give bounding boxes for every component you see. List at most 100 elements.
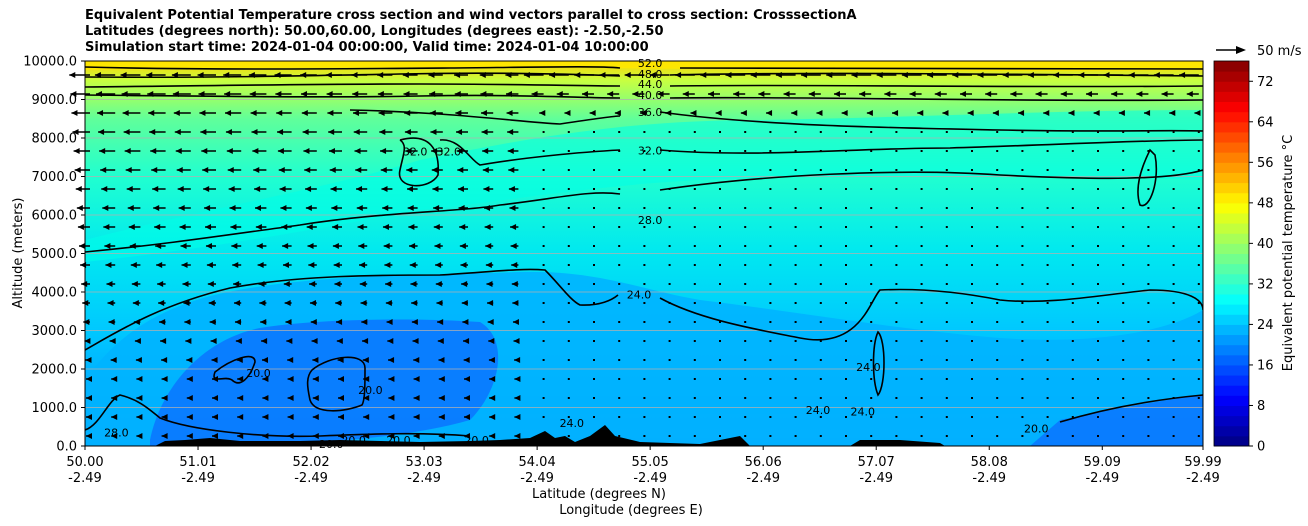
wind-vector-dot xyxy=(618,378,621,380)
wind-vector-dot xyxy=(668,264,671,266)
wind-vector-dot xyxy=(1097,226,1099,228)
wind-vector-head xyxy=(649,72,656,78)
wind-vector-head xyxy=(74,167,81,173)
wind-vector-dot xyxy=(1071,188,1074,190)
wind-vector-dot xyxy=(845,435,847,437)
wind-vector xyxy=(657,91,670,97)
wind-vector-dot xyxy=(693,340,696,342)
wind-vector-head xyxy=(200,129,207,135)
x-tick-label-lon: -2.49 xyxy=(746,471,780,486)
wind-vector-dot xyxy=(895,283,898,285)
wind-vector-head xyxy=(353,129,360,135)
wind-vector-dot xyxy=(1172,321,1175,323)
wind-vector xyxy=(355,167,368,173)
wind-vector-dot xyxy=(1071,283,1074,285)
wind-vector xyxy=(819,359,822,361)
wind-vector-dot xyxy=(819,131,822,133)
wind-vector xyxy=(593,435,595,437)
wind-vector-dot xyxy=(920,188,923,190)
wind-vector-dot xyxy=(819,226,822,228)
wind-vector-head xyxy=(161,433,168,439)
wind-vector xyxy=(693,397,696,399)
wind-vector xyxy=(567,378,570,380)
wind-vector-dot xyxy=(643,131,646,133)
wind-vector-head xyxy=(338,433,344,439)
wind-vector xyxy=(227,167,242,173)
wind-vector xyxy=(719,378,721,380)
wind-vector-head xyxy=(85,357,92,363)
wind-vector-head xyxy=(97,110,104,116)
wind-vector-dot xyxy=(870,169,873,171)
wind-vector-dot xyxy=(693,264,696,266)
wind-vector xyxy=(593,207,595,209)
wind-vector-head xyxy=(758,91,765,97)
wind-vector-dot xyxy=(567,359,570,361)
wind-vector-dot xyxy=(920,416,923,418)
wind-vector xyxy=(643,131,646,133)
wind-vector xyxy=(643,188,646,190)
wind-vector-head xyxy=(262,395,269,401)
wind-vector xyxy=(1046,245,1049,247)
wind-vector xyxy=(1147,169,1150,171)
wind-vector-head xyxy=(507,148,514,154)
wind-vector-dot xyxy=(769,131,772,133)
wind-vector xyxy=(1147,416,1150,418)
wind-vector xyxy=(870,245,873,247)
wind-vector xyxy=(845,169,847,171)
wind-vector xyxy=(1179,72,1199,78)
wind-vector xyxy=(1053,72,1073,78)
wind-vector-head xyxy=(287,395,294,401)
wind-vector xyxy=(593,416,595,418)
wind-vector xyxy=(927,72,947,78)
wind-vector xyxy=(766,110,773,116)
wind-vector-head xyxy=(480,91,487,97)
wind-vector-dot xyxy=(1172,264,1175,266)
wind-vector xyxy=(1122,207,1125,209)
wind-vector xyxy=(1085,91,1098,97)
wind-vector xyxy=(351,72,368,78)
wind-vector xyxy=(1122,359,1125,361)
wind-vector xyxy=(252,148,267,154)
wind-vector xyxy=(1046,378,1049,380)
wind-vector-head xyxy=(75,186,82,192)
wind-vector xyxy=(971,169,973,171)
wind-vector xyxy=(769,283,772,285)
wind-vector xyxy=(412,338,419,344)
wind-vector xyxy=(895,302,898,304)
wind-vector-dot xyxy=(819,302,822,304)
wind-vector-dot xyxy=(920,321,923,323)
wind-vector xyxy=(312,433,319,439)
wind-vector xyxy=(226,148,242,154)
wind-vector xyxy=(454,91,468,97)
wind-vector-head xyxy=(482,167,489,173)
wind-vector-dot xyxy=(542,416,545,418)
wind-vector-dot xyxy=(1071,245,1074,247)
wind-vector xyxy=(945,435,948,437)
wind-vector-dot xyxy=(1147,245,1150,247)
wind-vector xyxy=(1071,283,1074,285)
wind-vector xyxy=(262,414,269,420)
wind-vector xyxy=(199,110,216,116)
wind-vector-dot xyxy=(567,283,570,285)
wind-vector xyxy=(438,433,445,439)
wind-vector xyxy=(996,207,999,209)
wind-vector xyxy=(700,72,720,78)
wind-vector-head xyxy=(208,300,215,306)
wind-vector xyxy=(379,129,393,135)
wind-vector-dot xyxy=(668,378,671,380)
wind-vector-head xyxy=(300,72,307,78)
wind-vector xyxy=(769,435,772,437)
wind-vector xyxy=(567,435,570,437)
wind-vector-dot xyxy=(1097,169,1099,171)
wind-vector xyxy=(335,300,342,306)
wind-vector-head xyxy=(172,91,179,97)
wind-vector xyxy=(1197,264,1200,266)
wind-vector-dot xyxy=(996,131,999,133)
wind-vector-head xyxy=(775,72,782,78)
wind-reference: 50 m/s xyxy=(1216,44,1302,59)
wind-vector xyxy=(693,378,696,380)
wind-vector-dot xyxy=(744,169,747,171)
wind-vector xyxy=(237,414,244,420)
wind-vector-dot xyxy=(1046,207,1049,209)
